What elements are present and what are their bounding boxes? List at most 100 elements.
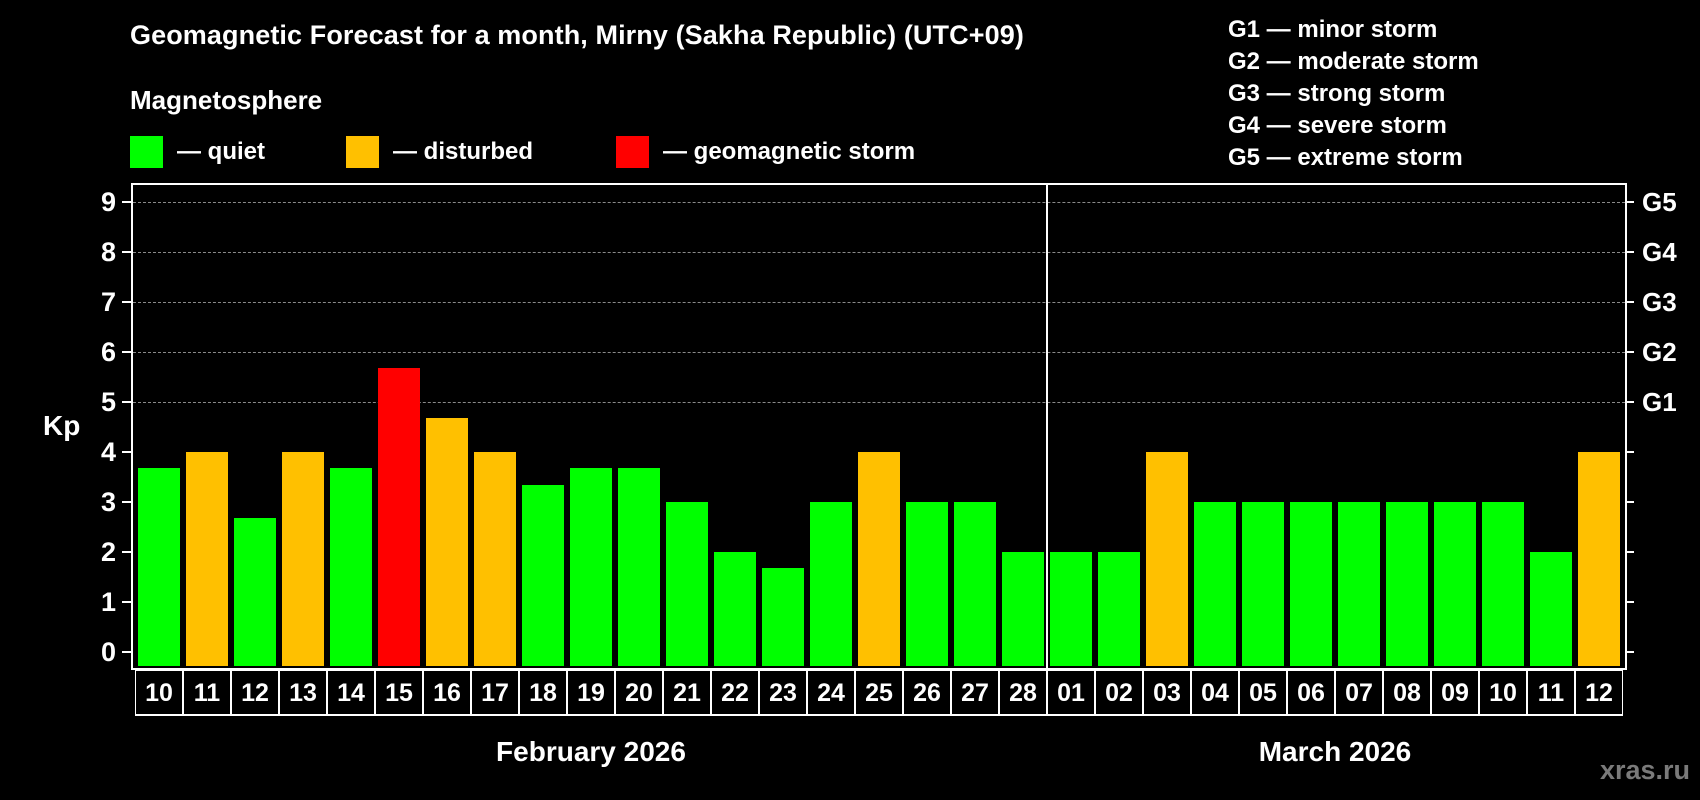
y-tick-right: [1625, 501, 1634, 503]
y-tick-right: [1625, 601, 1634, 603]
x-label-feb-17: 17: [471, 669, 519, 716]
month-label-1: March 2026: [1258, 736, 1412, 767]
x-label-feb-10: 10: [135, 669, 183, 716]
y-tick-label: 9: [100, 187, 116, 217]
x-label-mar-12: 12: [1575, 669, 1623, 716]
bar-mar-05: [1242, 502, 1284, 666]
bar-feb-14: [330, 468, 372, 666]
legend-label: — geomagnetic storm: [663, 137, 916, 165]
bar-mar-02: [1098, 552, 1140, 666]
bar-mar-08: [1386, 502, 1428, 666]
g-level-label: G2: [1642, 337, 1677, 367]
g-level-label: G3: [1642, 287, 1677, 317]
bar-mar-09: [1434, 502, 1476, 666]
x-label-feb-23: 23: [759, 669, 807, 716]
bar-mar-12: [1578, 452, 1620, 666]
gridline: [133, 252, 1625, 253]
bar-mar-10: [1482, 502, 1524, 666]
x-label-feb-22: 22: [711, 669, 759, 716]
bar-mar-06: [1290, 502, 1332, 666]
y-axis-label: Kp: [43, 410, 81, 441]
x-label-feb-20: 20: [615, 669, 663, 716]
x-label-feb-13: 13: [279, 669, 327, 716]
g-legend-item-g5: G5 — extreme storm: [1228, 144, 1463, 171]
y-tick-label: 0: [100, 637, 116, 667]
bar-feb-12: [234, 518, 276, 666]
g-legend-item-g2: G2 — moderate storm: [1228, 48, 1479, 75]
bar-feb-19: [570, 468, 612, 666]
bar-feb-21: [666, 502, 708, 666]
bar-feb-22: [714, 552, 756, 666]
y-tick-right: [1625, 551, 1634, 553]
bar-feb-28: [1002, 552, 1044, 666]
bar-feb-27: [954, 502, 996, 666]
x-label-mar-11: 11: [1527, 669, 1575, 716]
bar-mar-11: [1530, 552, 1572, 666]
y-tick-right: [1625, 201, 1634, 203]
y-tick: [122, 251, 131, 253]
g-level-label: G4: [1642, 237, 1677, 267]
x-label-feb-18: 18: [519, 669, 567, 716]
y-tick-label: 8: [100, 237, 116, 267]
bar-mar-01: [1050, 552, 1092, 666]
y-tick-right: [1625, 251, 1634, 253]
legend-label: — disturbed: [393, 137, 534, 165]
y-tick-label: 5: [100, 387, 116, 417]
bar-feb-23: [762, 568, 804, 666]
y-tick: [122, 201, 131, 203]
bar-feb-16: [426, 418, 468, 666]
y-tick-label: 1: [100, 587, 116, 617]
bar-feb-15: [378, 368, 420, 666]
y-tick-label: 2: [100, 537, 116, 567]
legend-item-storm: — geomagnetic storm: [616, 135, 915, 168]
g-legend-item-g4: G4 — severe storm: [1228, 112, 1447, 139]
x-label-feb-24: 24: [807, 669, 855, 716]
bar-feb-20: [618, 468, 660, 666]
x-label-mar-10: 10: [1479, 669, 1527, 716]
bar-feb-10: [138, 468, 180, 666]
y-tick: [122, 551, 131, 553]
watermark: xras.ru: [1599, 755, 1690, 785]
y-tick-right: [1625, 301, 1634, 303]
gridline: [133, 402, 1625, 403]
x-label-mar-05: 05: [1239, 669, 1287, 716]
bar-feb-25: [858, 452, 900, 666]
x-label-feb-26: 26: [903, 669, 951, 716]
y-tick-label: 7: [100, 287, 116, 317]
y-tick-right: [1625, 351, 1634, 353]
legend-swatch: [616, 135, 649, 168]
g-level-label: G1: [1642, 387, 1677, 417]
legend-swatch: [130, 135, 163, 168]
x-label-feb-14: 14: [327, 669, 375, 716]
legend-item-disturbed: — disturbed: [346, 135, 533, 168]
bar-feb-17: [474, 452, 516, 666]
bar-mar-03: [1146, 452, 1188, 666]
legend-title: Magnetosphere: [130, 85, 323, 115]
y-tick: [122, 351, 131, 353]
gridline: [133, 302, 1625, 303]
month-label-0: February 2026: [496, 736, 686, 767]
bar-feb-26: [906, 502, 948, 666]
x-label-mar-09: 09: [1431, 669, 1479, 716]
y-tick: [122, 601, 131, 603]
bar-feb-13: [282, 452, 324, 666]
y-tick-right: [1625, 451, 1634, 453]
x-label-mar-08: 08: [1383, 669, 1431, 716]
chart-title: Geomagnetic Forecast for a month, Mirny …: [130, 20, 1024, 50]
g-scale-legend: G1 — minor storm G2 — moderate storm G3 …: [1228, 14, 1479, 174]
bar-mar-04: [1194, 502, 1236, 666]
x-label-mar-06: 06: [1287, 669, 1335, 716]
x-label-feb-21: 21: [663, 669, 711, 716]
gridline: [133, 352, 1625, 353]
x-label-feb-16: 16: [423, 669, 471, 716]
y-tick: [122, 501, 131, 503]
y-tick-label: 3: [100, 487, 116, 517]
g-legend-item-g1: G1 — minor storm: [1228, 16, 1438, 43]
y-tick-right: [1625, 651, 1634, 653]
x-label-mar-01: 01: [1047, 669, 1095, 716]
x-label-feb-11: 11: [183, 669, 231, 716]
x-label-feb-19: 19: [567, 669, 615, 716]
y-tick: [122, 451, 131, 453]
gridline: [133, 202, 1625, 203]
x-label-mar-07: 07: [1335, 669, 1383, 716]
